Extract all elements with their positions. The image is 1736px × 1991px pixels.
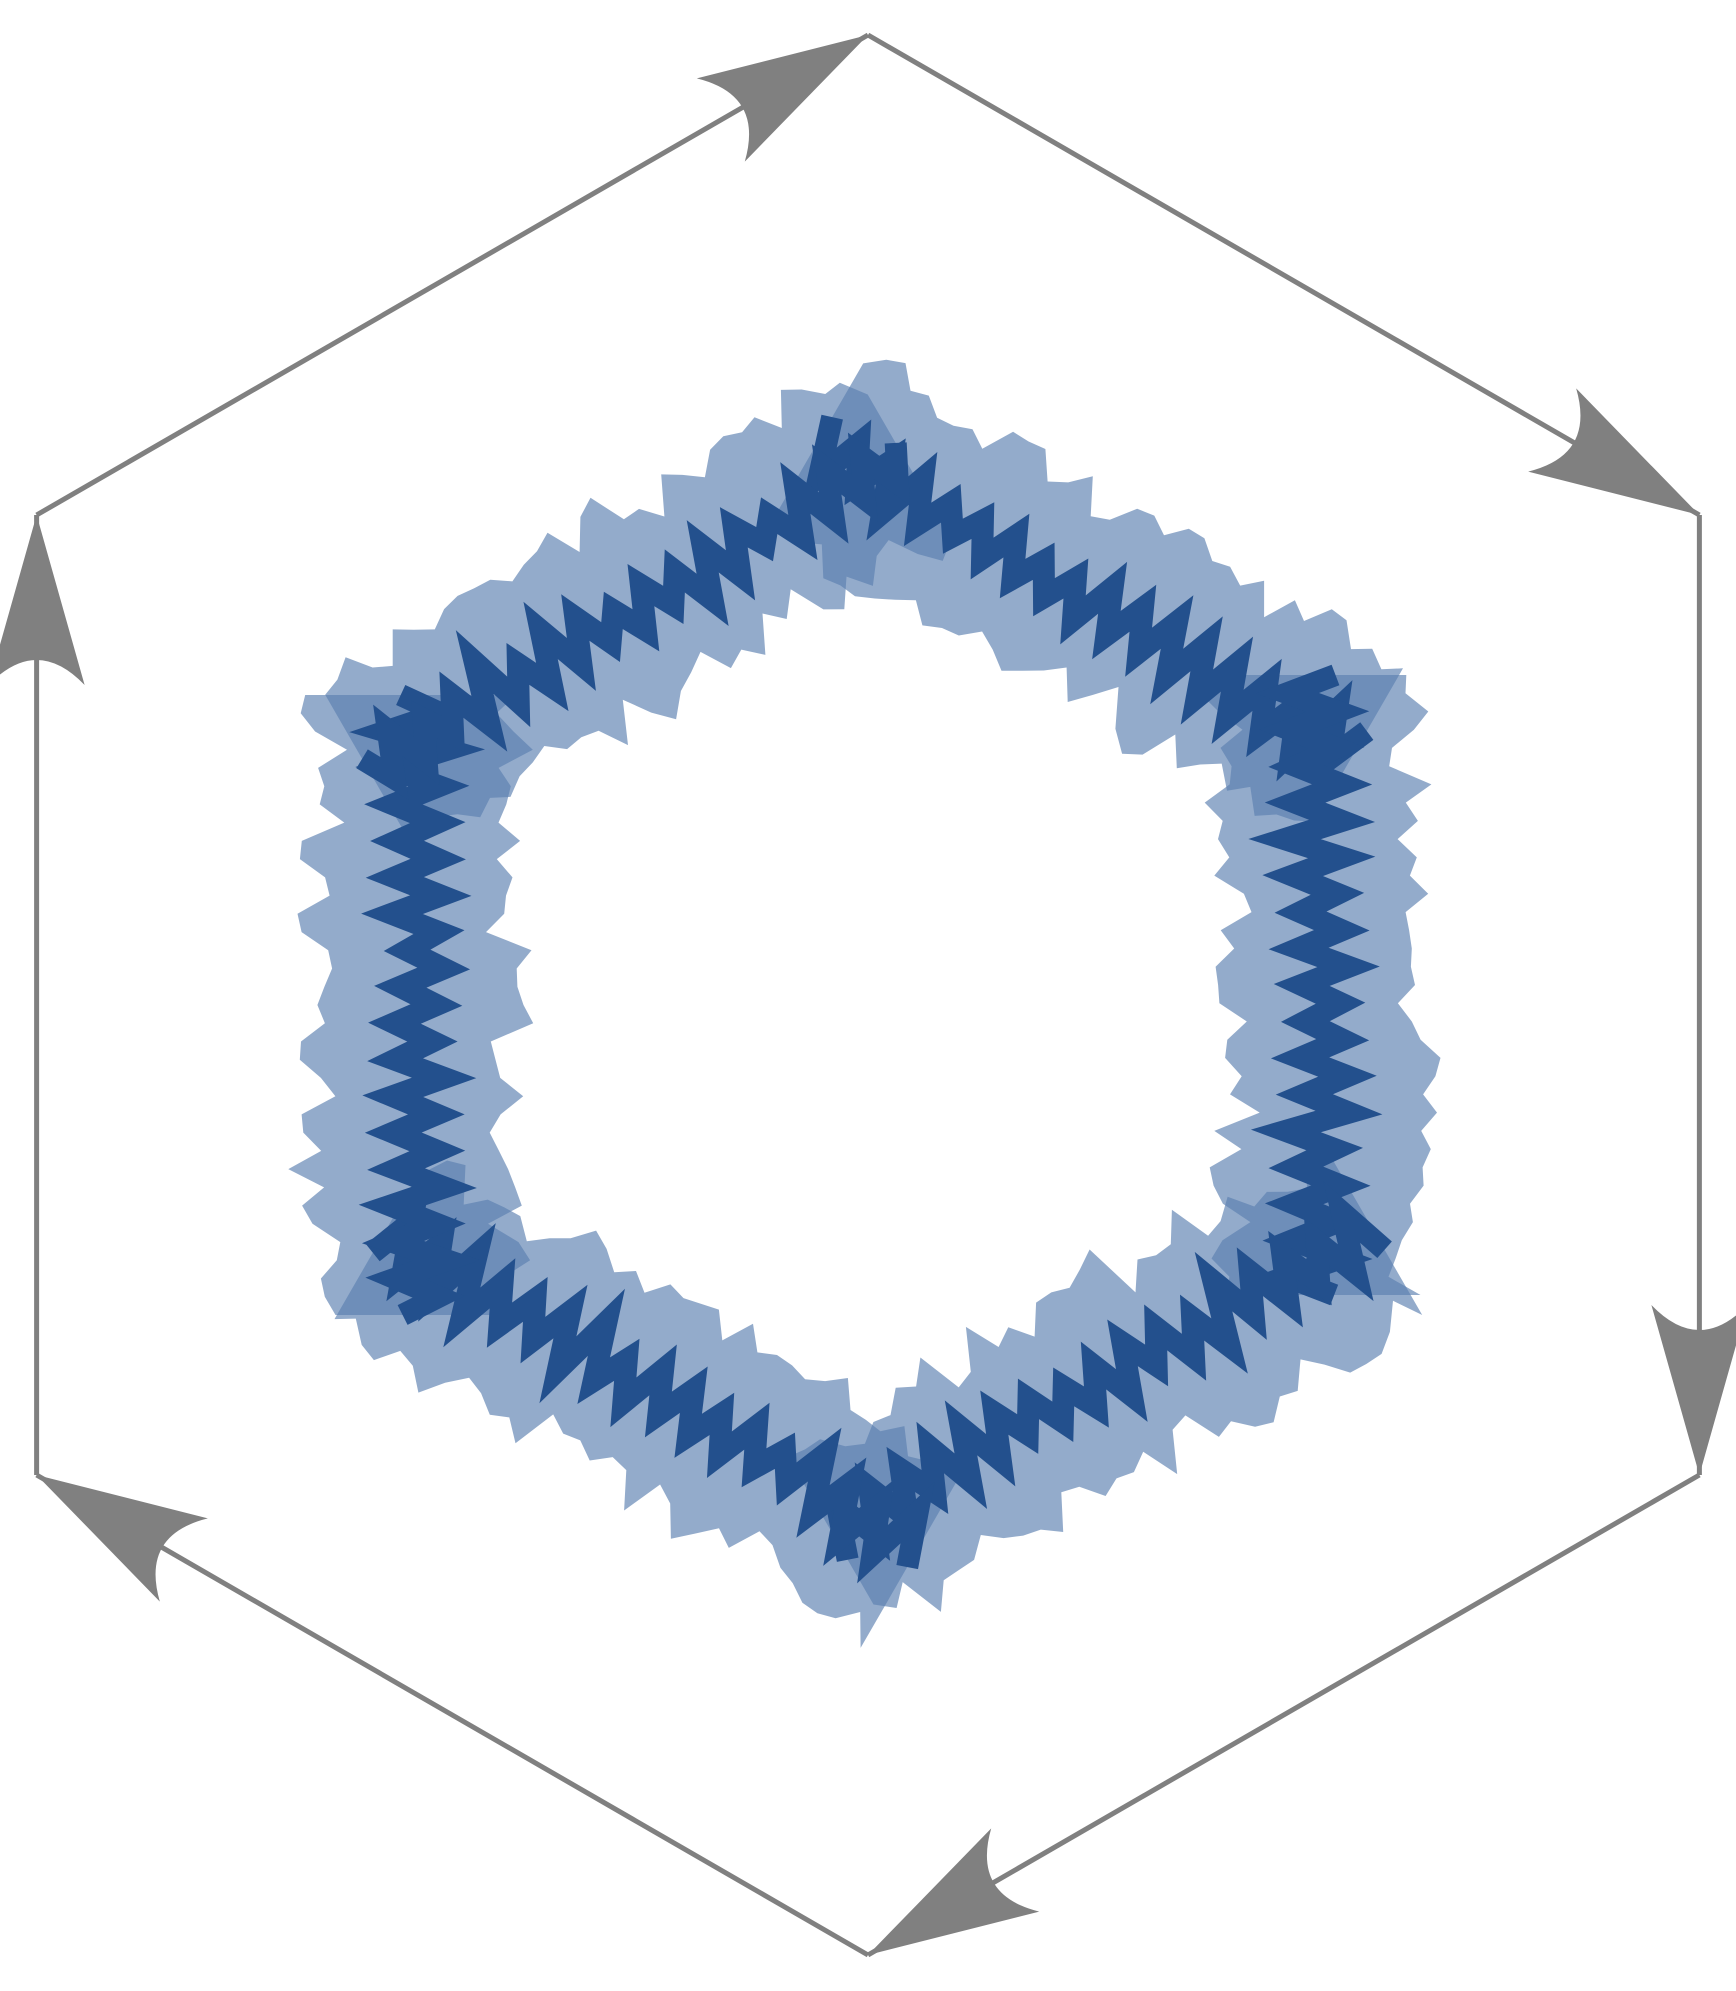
noisy-bands [288, 359, 1441, 1648]
zigzag-path-1 [801, 414, 1374, 784]
zigzag-path-5 [349, 685, 486, 1325]
outer-edge-3 [866, 1472, 1701, 1958]
zigzag-path-3 [820, 1181, 1392, 1562]
outer-hexagon [34, 32, 1702, 1958]
zigzag-path-4 [365, 1194, 935, 1584]
arrowhead-icon-1 [1528, 388, 1700, 515]
outer-edge-4 [35, 1472, 870, 1958]
arrowhead-icon-5 [0, 515, 85, 685]
zigzag-path-2 [1248, 664, 1383, 1306]
zigzag-paths [349, 414, 1392, 1584]
arrowhead-icon-3 [868, 1828, 1040, 1955]
arrowhead-icon-6 [696, 35, 868, 162]
outer-edge-1 [866, 32, 1701, 518]
zigzag-path-6 [356, 432, 911, 800]
outer-edge-6 [35, 32, 870, 518]
arrowheads [0, 35, 1736, 1955]
arrowhead-icon-2 [1651, 1305, 1736, 1475]
arrowhead-icon-4 [36, 1475, 208, 1602]
